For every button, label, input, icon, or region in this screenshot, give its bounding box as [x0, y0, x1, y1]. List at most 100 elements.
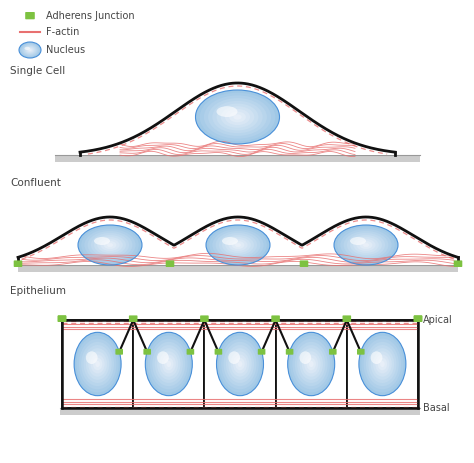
FancyBboxPatch shape: [343, 315, 351, 322]
Ellipse shape: [195, 90, 280, 144]
Ellipse shape: [363, 243, 369, 247]
Ellipse shape: [200, 93, 275, 141]
Ellipse shape: [360, 241, 373, 249]
Ellipse shape: [228, 351, 240, 364]
Ellipse shape: [164, 357, 173, 370]
Ellipse shape: [359, 332, 406, 396]
Ellipse shape: [21, 44, 39, 56]
Bar: [133, 320, 204, 408]
Ellipse shape: [26, 47, 35, 53]
Ellipse shape: [88, 351, 107, 377]
Ellipse shape: [25, 46, 36, 54]
Ellipse shape: [20, 43, 40, 57]
Text: Apical: Apical: [423, 315, 453, 325]
Ellipse shape: [229, 112, 246, 122]
FancyBboxPatch shape: [215, 349, 222, 355]
Text: F-actin: F-actin: [46, 27, 79, 37]
Bar: [62, 320, 133, 408]
FancyBboxPatch shape: [258, 349, 265, 355]
Text: Adherens Junction: Adherens Junction: [46, 11, 135, 21]
Ellipse shape: [29, 49, 31, 51]
Ellipse shape: [350, 237, 366, 245]
Bar: [55, 155, 420, 162]
Ellipse shape: [292, 338, 330, 389]
Ellipse shape: [100, 239, 119, 251]
Ellipse shape: [107, 243, 113, 247]
Ellipse shape: [217, 332, 264, 396]
Ellipse shape: [334, 225, 398, 265]
Ellipse shape: [304, 355, 318, 374]
FancyBboxPatch shape: [58, 315, 66, 322]
Ellipse shape: [212, 101, 263, 133]
FancyBboxPatch shape: [329, 349, 337, 355]
Ellipse shape: [206, 225, 270, 265]
Ellipse shape: [166, 361, 171, 367]
Ellipse shape: [380, 361, 385, 367]
Ellipse shape: [347, 233, 385, 257]
Ellipse shape: [157, 348, 181, 380]
Ellipse shape: [25, 47, 30, 50]
Ellipse shape: [22, 44, 38, 56]
Ellipse shape: [307, 357, 316, 370]
Ellipse shape: [290, 336, 332, 393]
Ellipse shape: [228, 239, 247, 251]
Ellipse shape: [97, 237, 123, 253]
Ellipse shape: [297, 345, 325, 383]
Ellipse shape: [371, 348, 394, 380]
Ellipse shape: [208, 98, 267, 136]
Ellipse shape: [235, 357, 245, 370]
Ellipse shape: [353, 237, 379, 253]
FancyBboxPatch shape: [144, 349, 151, 355]
Ellipse shape: [334, 225, 398, 265]
Ellipse shape: [148, 336, 190, 393]
Ellipse shape: [226, 345, 254, 383]
FancyBboxPatch shape: [286, 349, 293, 355]
Ellipse shape: [219, 336, 261, 393]
FancyBboxPatch shape: [187, 349, 194, 355]
Ellipse shape: [288, 332, 335, 396]
Ellipse shape: [222, 235, 254, 255]
Ellipse shape: [162, 355, 176, 374]
Ellipse shape: [300, 348, 323, 380]
Ellipse shape: [86, 348, 109, 380]
Bar: [18, 265, 458, 272]
Ellipse shape: [94, 235, 126, 255]
Ellipse shape: [81, 227, 139, 263]
FancyBboxPatch shape: [454, 260, 462, 267]
Ellipse shape: [237, 361, 242, 367]
FancyBboxPatch shape: [58, 315, 66, 322]
FancyBboxPatch shape: [115, 349, 123, 355]
Ellipse shape: [225, 237, 251, 253]
Ellipse shape: [378, 357, 387, 370]
Ellipse shape: [150, 338, 188, 389]
Ellipse shape: [375, 355, 390, 374]
Text: Nucleus: Nucleus: [46, 45, 85, 55]
Ellipse shape: [159, 351, 178, 377]
FancyBboxPatch shape: [25, 12, 35, 19]
Ellipse shape: [371, 351, 383, 364]
Ellipse shape: [300, 351, 311, 364]
Ellipse shape: [23, 45, 36, 55]
Ellipse shape: [222, 237, 238, 245]
Ellipse shape: [356, 239, 375, 251]
Ellipse shape: [212, 229, 264, 261]
Ellipse shape: [152, 342, 185, 386]
Ellipse shape: [221, 338, 259, 389]
Ellipse shape: [217, 332, 264, 396]
Polygon shape: [80, 83, 395, 155]
Ellipse shape: [95, 361, 100, 367]
Bar: [60, 408, 420, 415]
Text: Single Cell: Single Cell: [10, 66, 65, 76]
Ellipse shape: [224, 342, 256, 386]
Ellipse shape: [86, 351, 98, 364]
Ellipse shape: [233, 355, 247, 374]
Ellipse shape: [364, 338, 401, 389]
Ellipse shape: [233, 114, 242, 120]
Ellipse shape: [288, 332, 335, 396]
Text: Basal: Basal: [423, 403, 450, 413]
Ellipse shape: [235, 243, 241, 247]
FancyBboxPatch shape: [271, 315, 280, 322]
Ellipse shape: [366, 342, 399, 386]
Ellipse shape: [91, 355, 105, 374]
Ellipse shape: [81, 342, 114, 386]
